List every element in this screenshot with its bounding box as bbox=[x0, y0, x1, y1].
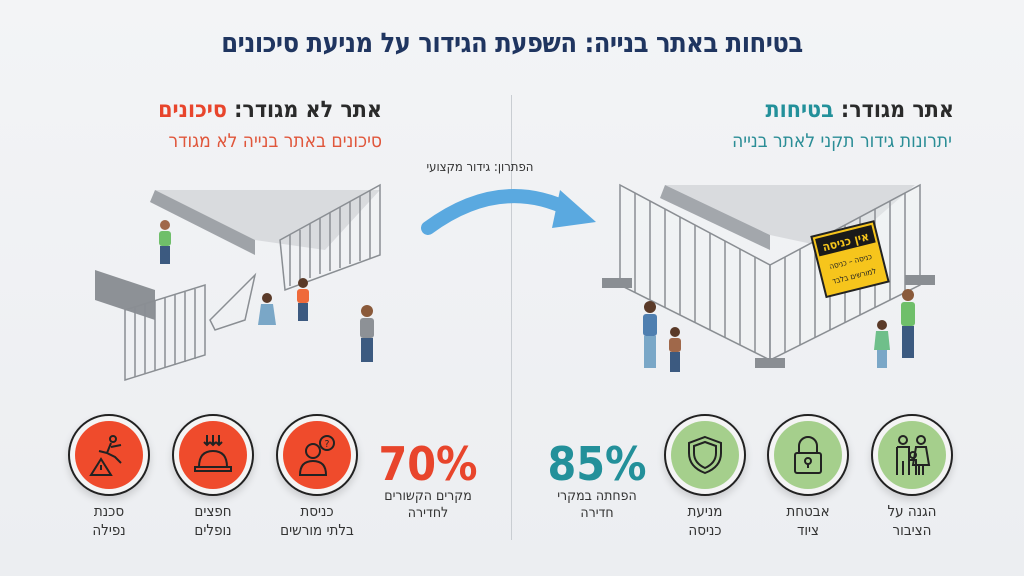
label-line1: כניסת bbox=[300, 502, 334, 520]
fall-hazard-label: סכנת נפילה bbox=[49, 502, 169, 540]
label-line2: בלתי מורשים bbox=[280, 521, 354, 539]
label-line1: חפצים bbox=[194, 502, 232, 520]
padlock-icon bbox=[794, 436, 822, 474]
question-person-icon: ? bbox=[298, 435, 335, 476]
right-stat-label-line2: חדירה bbox=[580, 505, 614, 521]
right-stat-label: הפחתה במקרי חדירה bbox=[527, 488, 667, 522]
child-icon bbox=[669, 327, 681, 372]
falling-person-warning-icon bbox=[89, 435, 122, 476]
right-heading: אתר מגודר: בטיחות bbox=[766, 97, 954, 123]
left-stat-value: 70% bbox=[378, 437, 478, 491]
falling-objects-circle bbox=[172, 414, 254, 496]
adult-man-icon bbox=[901, 289, 915, 358]
label-line1: סכנת bbox=[93, 502, 125, 520]
label-line2: נופלים bbox=[194, 521, 232, 539]
label-line2: הציבור bbox=[892, 521, 932, 539]
broken-fence-icon bbox=[124, 183, 381, 382]
left-heading: אתר לא מגודר: סיכונים bbox=[158, 97, 382, 123]
fall-hazard-circle bbox=[68, 414, 150, 496]
entry-prevention-circle bbox=[664, 414, 746, 496]
solution-arrow-icon bbox=[421, 189, 596, 235]
section-divider bbox=[511, 95, 512, 540]
label-line1: אבטחת bbox=[786, 502, 830, 520]
label-line2: ציוד bbox=[796, 521, 820, 539]
right-stat-label-line1: הפחתה במקרי bbox=[557, 488, 637, 504]
child-green-shirt-icon bbox=[159, 220, 171, 264]
unauthorized-entry-circle: ? bbox=[276, 414, 358, 496]
equipment-security-label: אבטחת ציוד bbox=[748, 502, 868, 540]
left-stat-label-line2: לחדירה bbox=[407, 505, 449, 521]
page-title: בטיחות באתר בנייה: השפעת הגידור על מניעת… bbox=[221, 28, 803, 59]
left-stat-label-line1: מקרים הקשורים bbox=[384, 488, 472, 504]
unfenced-site-illustration bbox=[95, 183, 381, 382]
fenced-site-illustration: אין כניסה כניסה – כניסה למורשים בלבד bbox=[602, 183, 935, 372]
label-line1: מניעת bbox=[687, 502, 723, 520]
family-icon bbox=[896, 435, 931, 475]
left-heading-highlight: סיכונים bbox=[158, 97, 227, 123]
equipment-security-circle bbox=[767, 414, 849, 496]
right-heading-prefix: אתר מגודר: bbox=[833, 97, 954, 123]
left-heading-prefix: אתר לא מגודר: bbox=[226, 97, 382, 123]
public-protection-circle bbox=[871, 414, 953, 496]
right-heading-highlight: בטיחות bbox=[765, 97, 834, 123]
public-protection-label: הגנה על הציבור bbox=[852, 502, 972, 540]
right-subtitle: יתרונות גידור תקני לאתר בנייה bbox=[732, 130, 952, 152]
child-orange-shirt-icon bbox=[297, 278, 309, 321]
solution-label: הפתרון: גידור מקצועי bbox=[426, 160, 534, 175]
entry-prevention-label: מניעת כניסה bbox=[645, 502, 765, 540]
no-entry-sign: אין כניסה כניסה – כניסה למורשים בלבד bbox=[810, 220, 890, 299]
adult-walking-icon bbox=[360, 305, 374, 362]
label-line2: כניסה bbox=[688, 521, 722, 539]
left-subtitle: סיכונים באתר בנייה לא מגודר bbox=[168, 130, 383, 152]
label-line1: הגנה על bbox=[887, 502, 937, 520]
label-line2: נפילה bbox=[92, 521, 126, 539]
falling-objects-helmet-icon bbox=[194, 435, 232, 472]
right-stat-value: 85% bbox=[547, 437, 647, 491]
falling-objects-label: חפצים נופלים bbox=[153, 502, 273, 540]
svg-text:?: ? bbox=[325, 439, 330, 450]
unauthorized-entry-label: כניסת בלתי מורשים bbox=[257, 502, 377, 540]
left-stat-label: מקרים הקשורים לחדירה bbox=[358, 488, 498, 522]
adult-woman-icon bbox=[643, 301, 657, 368]
child-girl-icon bbox=[874, 320, 890, 368]
child-girl-icon bbox=[258, 293, 276, 325]
shield-icon bbox=[688, 435, 722, 475]
